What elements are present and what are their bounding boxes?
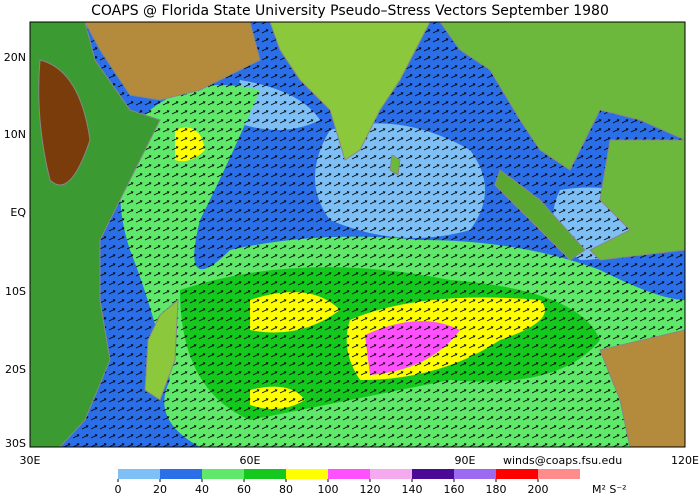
colorbar-label: 100 [318, 483, 339, 496]
lon-label: 120E [671, 454, 699, 467]
lon-label: 90E [455, 454, 476, 467]
colorbar-label: 180 [486, 483, 507, 496]
colorbar: 0 20 40 60 80 100 120 140 160 180 200 M² S⁻² [115, 469, 627, 496]
lat-labels: 20N 10N EQ 10S 20S 30S [4, 51, 27, 450]
colorbar-bin [328, 469, 370, 479]
lat-label: 10S [5, 285, 26, 298]
colorbar-bin [244, 469, 286, 479]
colorbar-bin [160, 469, 202, 479]
colorbar-label: 160 [444, 483, 465, 496]
map-frame [29, 21, 686, 448]
colorbar-bin [496, 469, 538, 479]
lat-label: 20N [4, 51, 26, 64]
lat-label: 10N [4, 128, 26, 141]
colorbar-bin [286, 469, 328, 479]
colorbar-label: 60 [237, 483, 251, 496]
lon-label: 60E [240, 454, 261, 467]
lat-label: 20S [5, 363, 26, 376]
land [30, 22, 685, 447]
colorbar-bin [202, 469, 244, 479]
lon-labels: 30E 60E 90E 120E [20, 454, 699, 467]
colorbar-unit: M² S⁻² [592, 483, 627, 496]
map-title: COAPS @ Florida State University Pseudo–… [91, 3, 609, 19]
colorbar-bin [412, 469, 454, 479]
lon-label: 30E [20, 454, 41, 467]
colorbar-bin [370, 469, 412, 479]
colorbar-label: 80 [279, 483, 293, 496]
colorbar-label: 140 [402, 483, 423, 496]
colorbar-label: 40 [195, 483, 209, 496]
lat-label: EQ [10, 206, 26, 219]
colorbar-label: 20 [153, 483, 167, 496]
colorbar-bin [118, 469, 160, 479]
colorbar-label: 0 [115, 483, 122, 496]
colorbar-bin [454, 469, 496, 479]
colorbar-label: 120 [360, 483, 381, 496]
colorbar-label: 200 [528, 483, 549, 496]
colorbar-bin [538, 469, 580, 479]
lat-label: 30S [5, 437, 26, 450]
credit: winds@coaps.fsu.edu [503, 454, 622, 467]
map-area [30, 22, 685, 447]
